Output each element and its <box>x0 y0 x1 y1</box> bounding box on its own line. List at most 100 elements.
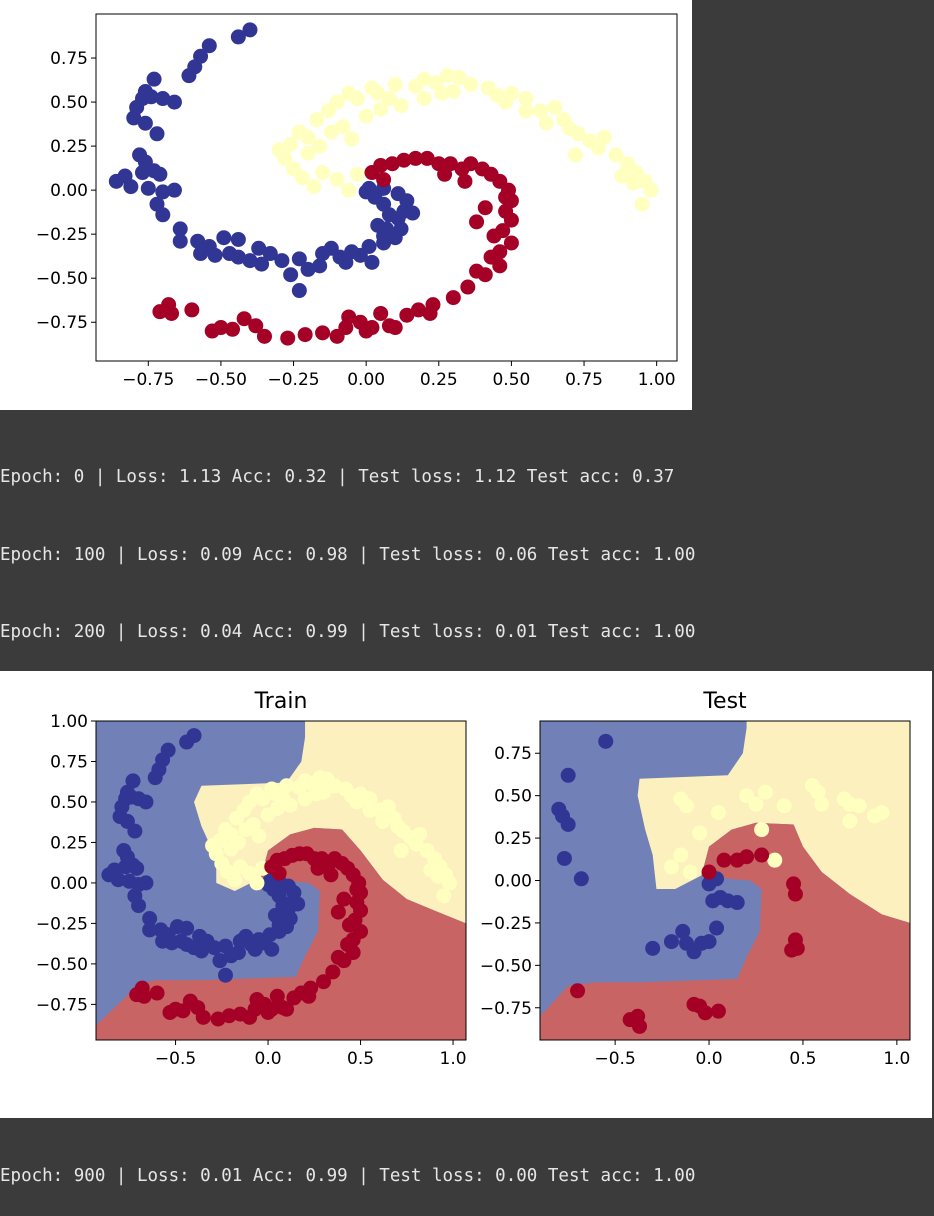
point-yellow <box>776 798 792 814</box>
point-yellow <box>212 833 228 849</box>
point-yellow <box>373 101 389 117</box>
yellow-region <box>637 721 910 923</box>
point-blue <box>556 850 572 866</box>
point-yellow <box>294 170 310 186</box>
plot-frame <box>95 720 467 1041</box>
y-tick-label: 0.75 <box>50 752 88 772</box>
point-red <box>716 852 732 868</box>
point-red <box>249 992 265 1008</box>
point-yellow <box>412 826 428 842</box>
point-red <box>373 157 389 173</box>
point-blue <box>560 767 576 783</box>
point-blue <box>663 934 679 950</box>
point-blue <box>125 773 141 789</box>
point-yellow <box>335 119 351 135</box>
point-red <box>210 1011 226 1027</box>
point-blue <box>274 253 290 269</box>
point-yellow <box>416 71 432 87</box>
point-yellow <box>625 175 641 191</box>
x-tick-label: 0.0 <box>255 1049 282 1069</box>
point-yellow <box>245 817 261 833</box>
x-tick-label: 1.00 <box>638 370 676 390</box>
point-yellow <box>416 91 432 107</box>
point-blue <box>300 261 316 277</box>
point-yellow <box>692 825 708 841</box>
point-blue <box>291 251 307 267</box>
point-yellow <box>842 813 858 829</box>
point-yellow <box>436 888 452 904</box>
point-blue <box>138 875 154 891</box>
point-yellow <box>643 182 659 198</box>
point-red <box>373 305 389 321</box>
point-yellow <box>874 805 890 821</box>
point-yellow <box>596 129 612 145</box>
point-red <box>323 867 339 883</box>
point-yellow <box>430 868 446 884</box>
x-tick-label: 0.5 <box>347 1049 374 1069</box>
x-tick-label: 1.0 <box>883 1049 910 1069</box>
point-yellow <box>249 875 265 891</box>
test-boundary-plot: −0.5 0.0 0.5 1.0 0.75 0.50 0.25 0.00 −0.25 −0.50 −… <box>480 689 911 1069</box>
point-red <box>445 290 461 306</box>
point-red <box>301 988 317 1004</box>
point-red <box>184 302 200 318</box>
point-blue <box>364 254 380 270</box>
point-red <box>632 1018 648 1034</box>
point-red <box>408 150 424 166</box>
point-blue <box>147 770 163 786</box>
log-line: Epoch: 900 | Loss: 0.01 Acc: 0.99 | Test… <box>0 1166 696 1187</box>
point-blue <box>251 240 267 256</box>
point-yellow <box>358 108 374 124</box>
point-yellow <box>230 834 246 850</box>
point-red <box>710 1003 726 1019</box>
point-yellow <box>673 847 689 863</box>
point-yellow <box>393 98 409 114</box>
point-blue <box>675 923 691 939</box>
point-blue <box>129 860 145 876</box>
point-red <box>463 156 479 172</box>
point-red <box>399 307 415 323</box>
data-points <box>101 728 457 1027</box>
y-tick-label: 0.25 <box>50 137 88 157</box>
point-blue <box>108 173 124 189</box>
y-tick-label: −0.50 <box>36 269 88 289</box>
point-red <box>236 311 252 327</box>
point-yellow <box>329 172 345 188</box>
point-red <box>384 156 400 172</box>
point-blue <box>127 823 143 839</box>
point-red <box>225 321 241 337</box>
point-blue <box>290 896 306 912</box>
x-tick-label: 0.0 <box>696 1049 723 1069</box>
point-red <box>341 917 357 933</box>
point-yellow <box>451 69 467 85</box>
x-tick-label: −0.75 <box>122 370 174 390</box>
point-yellow <box>279 778 295 794</box>
point-blue <box>126 110 142 126</box>
point-red <box>341 309 357 325</box>
point-yellow <box>754 822 770 838</box>
spiral-scatter-figure: −0.75 −0.50 −0.25 0.00 0.25 0.50 0.75 1.00 0.75 0… <box>0 0 692 410</box>
y-tick-label: 0.50 <box>494 787 532 807</box>
x-tick-label: 1.0 <box>440 1049 467 1069</box>
y-tick-label: −0.75 <box>36 995 88 1015</box>
point-red <box>330 949 346 965</box>
point-red <box>152 304 168 320</box>
point-blue <box>123 179 139 195</box>
log-line: Epoch: 200 | Loss: 0.04 Acc: 0.99 | Test… <box>0 622 696 643</box>
point-red <box>286 990 302 1006</box>
point-yellow <box>440 68 456 84</box>
point-yellow <box>381 91 397 107</box>
point-red <box>419 150 435 166</box>
point-blue <box>387 230 403 246</box>
point-red <box>248 318 264 334</box>
point-blue <box>216 230 232 246</box>
point-yellow <box>445 84 461 100</box>
point-red <box>232 1006 248 1022</box>
point-yellow <box>315 165 331 181</box>
point-blue <box>206 940 222 956</box>
point-blue <box>193 943 209 959</box>
point-blue <box>143 89 159 105</box>
point-blue <box>190 233 206 249</box>
spiral-scatter-plot: −0.75 −0.50 −0.25 0.00 0.25 0.50 0.75 1.00 0.75 0… <box>36 13 678 390</box>
point-yellow <box>810 784 826 800</box>
